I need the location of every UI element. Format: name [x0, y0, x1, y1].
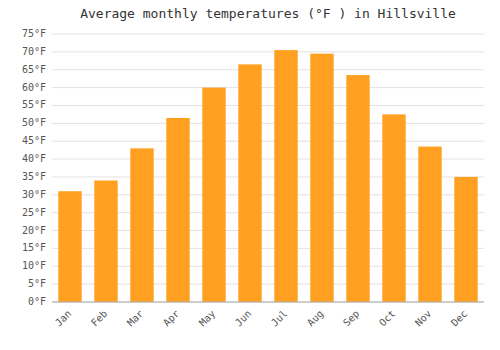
bar [274, 50, 297, 302]
bar [346, 75, 369, 302]
x-tick-label: Feb [89, 308, 110, 329]
bar [238, 64, 261, 302]
y-tick-label: 25°F [22, 207, 46, 218]
title: Average monthly temperatures (°F ) in Hi… [80, 6, 456, 21]
chart-container: 0°F 5°F 10°F 15°F 20°F 25°F 30°F 35°F 40°F 45°F 50… [0, 0, 500, 350]
x-tick-label: Sep [341, 308, 362, 329]
x-tick-label: Aug [305, 308, 326, 329]
bar [166, 118, 189, 302]
bar [310, 54, 333, 302]
x-tick-label: May [197, 308, 218, 329]
x-tick-label: Nov [413, 308, 434, 329]
y-tick-label: 65°F [22, 64, 46, 75]
y-tick-label: 5°F [28, 278, 46, 289]
bar [94, 181, 117, 302]
bars [58, 50, 477, 302]
bar [58, 191, 81, 302]
y-tick-label: 70°F [22, 46, 46, 57]
x-tick-label: Oct [377, 308, 398, 329]
y-axis: 0°F 5°F 10°F 15°F 20°F 25°F 30°F 35°F 40°F 45°F 50… [22, 28, 46, 307]
chart: 0°F 5°F 10°F 15°F 20°F 25°F 30°F 35°F 40°F 45°F 50… [0, 0, 500, 350]
y-tick-label: 20°F [22, 225, 46, 236]
bar [382, 114, 405, 302]
x-tick-label: Jun [233, 308, 254, 329]
y-tick-label: 35°F [22, 171, 46, 182]
y-tick-label: 45°F [22, 135, 46, 146]
bar [418, 147, 441, 302]
y-tick-label: 60°F [22, 82, 46, 93]
grid [52, 34, 484, 302]
x-axis: Jan Feb Mar Apr May Jun Jul Aug Sep Oct Nov Dec [52, 302, 484, 328]
bar [202, 88, 225, 302]
bar [454, 177, 477, 302]
y-tick-label: 10°F [22, 260, 46, 271]
grid-line [52, 69, 484, 70]
y-tick-label: 30°F [22, 189, 46, 200]
x-tick-label: Mar [125, 308, 146, 329]
y-tick-label: 50°F [22, 117, 46, 128]
grid-line [52, 51, 484, 52]
x-tick-label: Apr [161, 308, 182, 329]
bar [130, 148, 153, 302]
y-tick-label: 0°F [28, 296, 46, 307]
grid-line [52, 34, 484, 35]
x-tick-label: Jul [269, 308, 290, 329]
grid-line [52, 141, 484, 142]
grid-line [52, 87, 484, 88]
x-tick-label: Jan [53, 308, 74, 329]
y-tick-label: 75°F [22, 28, 46, 39]
page: {"chart_data": {"type": "bar", "title": … [0, 0, 500, 350]
grid-line [52, 123, 484, 124]
y-tick-label: 40°F [22, 153, 46, 164]
y-tick-label: 15°F [22, 242, 46, 253]
x-tick-label: Dec [449, 308, 470, 329]
grid-line [52, 105, 484, 106]
x-axis-line [52, 302, 484, 303]
y-tick-label: 55°F [22, 99, 46, 110]
grid-line [52, 302, 484, 303]
